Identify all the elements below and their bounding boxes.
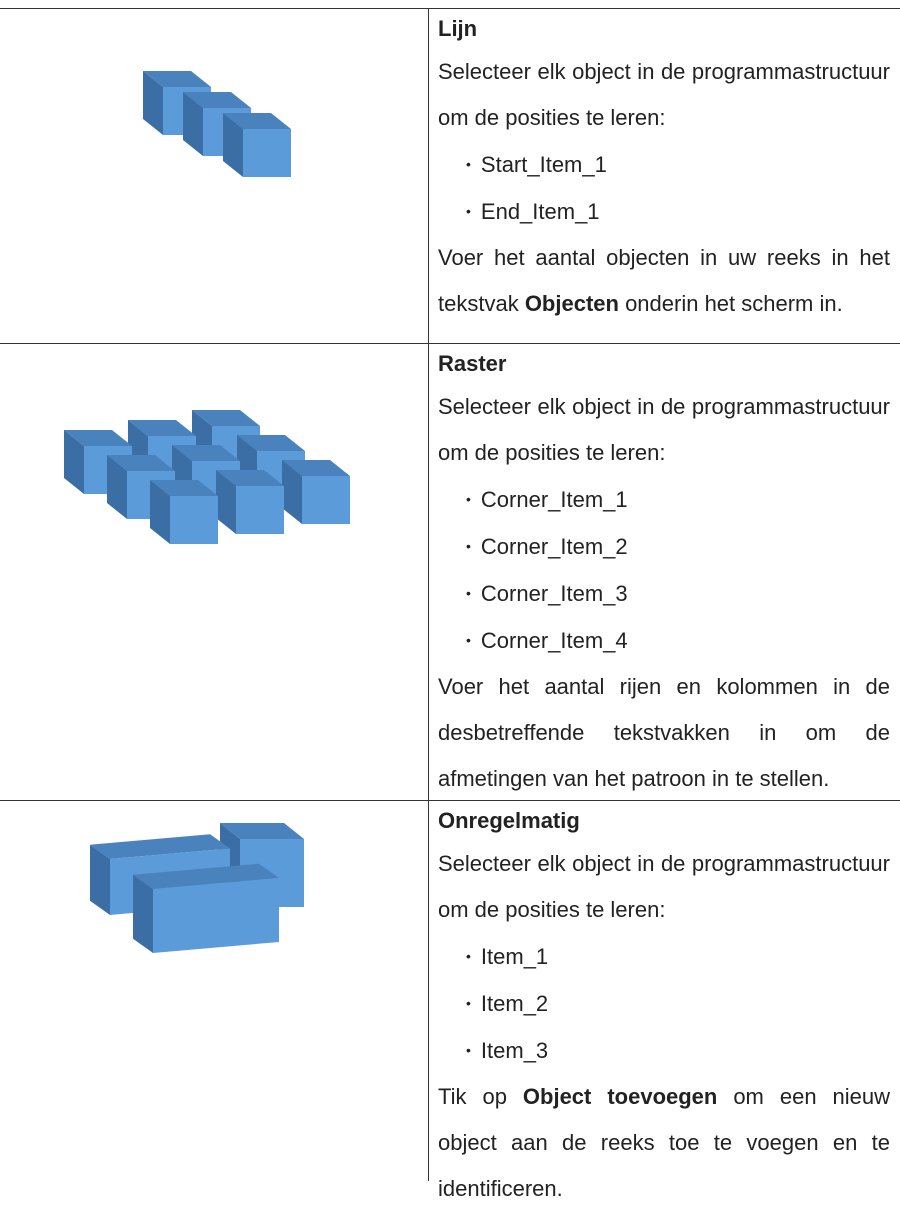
outro-text: Tik op Object toevoegen om een nieuw obj… [438, 1074, 890, 1212]
list-item: Corner_Item_2 [466, 523, 890, 570]
outro-text: Voer het aantal rijen en kolommen in de … [438, 664, 890, 802]
row: Onregelmatig Selecteer elk object in de p… [0, 800, 900, 1201]
cube [150, 480, 218, 544]
list-item: Item_2 [466, 980, 890, 1027]
row-title: Onregelmatig [438, 808, 580, 833]
text-run: Voer het aantal objecten in uw reeks in … [438, 245, 890, 316]
row-title: Raster [438, 351, 507, 376]
bullet-list: Item_1Item_2Item_3 [438, 933, 890, 1074]
list-item: Corner_Item_1 [466, 476, 890, 523]
intro-text: Selecteer elk object in de programma­str… [438, 851, 890, 922]
page: Lijn Selecteer elk object in de programma… [0, 0, 900, 1186]
picture-cell [0, 9, 429, 343]
list-item: Item_1 [466, 933, 890, 980]
bold-text: Object toevoegen [522, 1084, 718, 1109]
bold-text: Objecten [524, 291, 619, 316]
line-pattern-image [143, 71, 291, 177]
text-run: Tik op [438, 1084, 523, 1109]
outro-text: Voer het aantal objecten in uw reeks in … [438, 235, 890, 327]
list-item: Start_Item_1 [466, 141, 890, 188]
text-run: onderin het scherm in. [618, 291, 843, 316]
cube [282, 460, 350, 524]
cube [216, 470, 284, 534]
list-item: End_Item_1 [466, 188, 890, 235]
intro-text: Selecteer elk object in de programma­str… [438, 59, 890, 130]
irregular-pattern-image [90, 823, 304, 953]
row: Raster Selecteer elk object in de program… [0, 343, 900, 800]
list-item: Corner_Item_4 [466, 617, 890, 664]
grid-pattern-image [64, 410, 350, 544]
row-title: Lijn [438, 16, 478, 41]
text-cell: Lijn Selecteer elk object in de programma… [438, 9, 890, 327]
bullet-list: Corner_Item_1Corner_Item_2Corner_Item_3C… [438, 476, 890, 664]
text-run: Voer het aantal rijen en kolommen in de … [438, 674, 890, 791]
cube [223, 113, 291, 177]
picture-cell [0, 344, 429, 800]
picture-cell [0, 801, 429, 1181]
list-item: Corner_Item_3 [466, 570, 890, 617]
intro-text: Selecteer elk object in de programma­str… [438, 394, 890, 465]
text-cell: Onregelmatig Selecteer elk object in de p… [438, 801, 890, 1212]
list-item: Item_3 [466, 1027, 890, 1074]
block [133, 863, 279, 953]
bullet-list: Start_Item_1End_Item_1 [438, 141, 890, 235]
row: Lijn Selecteer elk object in de programma… [0, 8, 900, 343]
text-cell: Raster Selecteer elk object in de program… [438, 344, 890, 802]
